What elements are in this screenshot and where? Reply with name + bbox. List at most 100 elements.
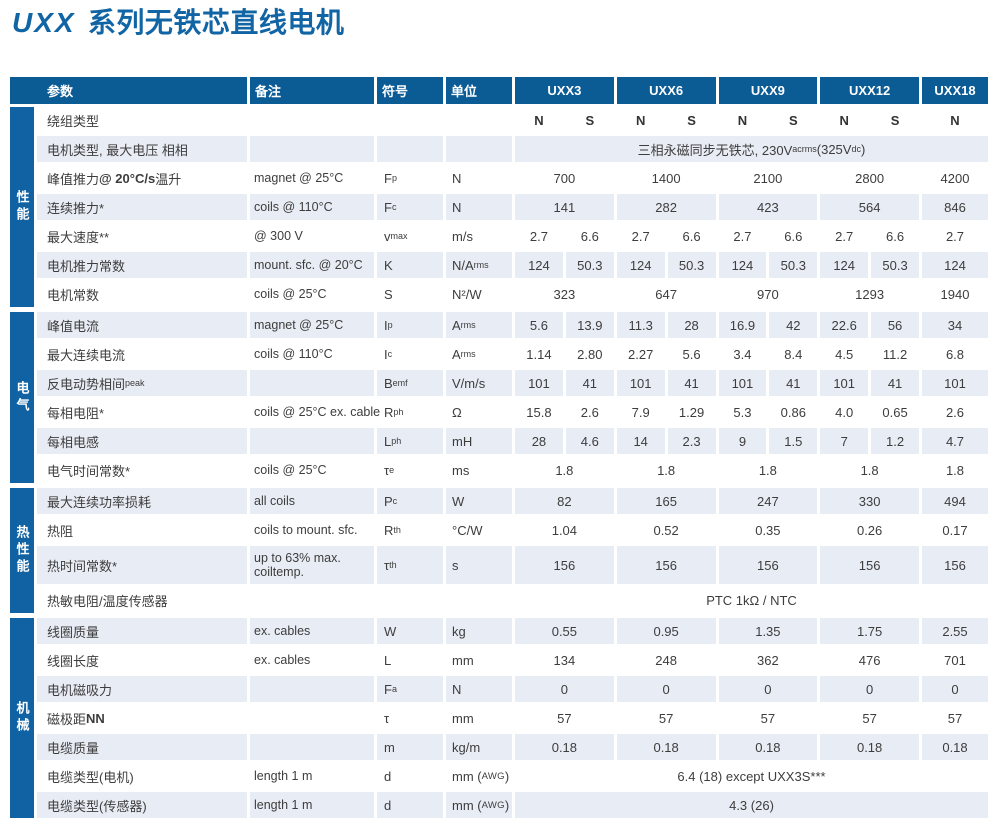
value-cell: 5.6 — [682, 346, 701, 362]
value-cell: 5.3 — [733, 404, 752, 420]
symbol-cell — [377, 587, 443, 613]
note-cell — [250, 587, 374, 613]
value-cell: 7.9 — [631, 404, 650, 420]
value-cell: 564 — [820, 194, 919, 220]
note-cell: coils @ 110°C — [254, 347, 333, 361]
value-cell: 156 — [718, 546, 818, 584]
note-cell — [250, 428, 374, 454]
unit-cell — [446, 136, 512, 162]
value-cell: 2.7 — [945, 228, 965, 244]
param-cell: 连续推力* — [37, 194, 247, 220]
value-cell: 22.6 — [820, 312, 869, 338]
note-cell: length 1 m — [254, 769, 313, 783]
value-cell: 362 — [757, 652, 779, 668]
table-row: 热敏电阻/温度传感器 PTC 1kΩ / NTC — [37, 587, 988, 613]
value-cell: 1940 — [940, 286, 970, 302]
symbol-cell: τ — [384, 710, 390, 726]
param-cell: 电缆类型(传感器) — [37, 792, 247, 818]
param-cell: 电缆质量 — [37, 734, 247, 760]
column-header-model-uxx3: UXX3 — [515, 77, 614, 104]
value-cell: 50.3 — [769, 252, 818, 278]
value-cell: 124 — [718, 252, 767, 278]
column-header-model-uxx9: UXX9 — [718, 77, 818, 104]
note-cell: coils @ 110°C — [250, 194, 374, 220]
unit-cell: m/s — [452, 228, 473, 244]
value-cell: 0.86 — [780, 404, 806, 420]
value-cell: 282 — [616, 194, 716, 220]
value-cell: 9 — [718, 428, 767, 454]
param-cell: 电机类型, 最大电压 相相 — [37, 136, 247, 162]
value-cell: 0.35 — [755, 522, 781, 538]
value-cell: 101 — [922, 370, 988, 396]
value-cell: 7 — [820, 428, 869, 454]
value-cell: 57 — [557, 710, 572, 726]
section-rows: 绕组类型 N S N S N S N S N 电机类型, 最大电压 相相 三相永磁同步无铁芯, 230… — [37, 107, 988, 307]
value-cell: 141 — [515, 194, 614, 220]
value-cell: 1.8 — [657, 462, 676, 478]
symbol-cell: W — [377, 618, 443, 644]
value-cell: 57 — [862, 710, 877, 726]
value-cell: N — [950, 112, 960, 128]
unit-cell: kg/m — [446, 734, 512, 760]
value-cell: 101 — [820, 370, 869, 396]
value-cell: 423 — [718, 194, 818, 220]
note-cell: mount. sfc. @ 20°C — [250, 252, 374, 278]
value-cell: 1293 — [855, 286, 885, 302]
value-cell: 82 — [515, 488, 614, 514]
value-cell: 41 — [871, 370, 919, 396]
section-performance: 性能 绕组类型 N S N S N S N S N 电机类型, 最大电压 相相 三相永磁同步无铁芯, 2… — [10, 107, 988, 307]
value-cell: PTC 1kΩ / NTC — [706, 592, 797, 608]
value-cell: 3.4 — [733, 346, 752, 362]
note-cell: @ 300 V — [254, 229, 303, 243]
value-cell: 41 — [769, 370, 818, 396]
value-cell: 50.3 — [871, 252, 919, 278]
value-cell: 846 — [922, 194, 988, 220]
value-cell: 0.95 — [616, 618, 716, 644]
symbol-cell: v max — [384, 228, 408, 244]
value-cell: 2.80 — [577, 346, 603, 362]
value-cell: 494 — [922, 488, 988, 514]
unit-cell: W — [446, 488, 512, 514]
value-cell: 0.17 — [942, 522, 968, 538]
value-cell: 11.3 — [616, 312, 665, 338]
value-cell: 0.65 — [882, 404, 908, 420]
value-cell: 0.18 — [820, 734, 919, 760]
unit-cell: N — [446, 194, 512, 220]
value-cell: 13.9 — [565, 312, 614, 338]
value-cell: 1.8 — [945, 462, 965, 478]
param-cell: 电缆类型(电机) — [47, 769, 134, 785]
param-cell: 线圈质量 — [37, 618, 247, 644]
param-cell: 电机推力常数 — [37, 252, 247, 278]
value-cell: 57 — [658, 710, 674, 726]
unit-cell: mm (AWG) — [452, 768, 510, 784]
value-cell: 41 — [667, 370, 716, 396]
series-name: UXX — [12, 7, 76, 38]
value-cell: 124 — [616, 252, 665, 278]
value-cell: 0.26 — [856, 522, 883, 538]
value-cell: 2100 — [753, 170, 783, 186]
table-row: 电机类型, 最大电压 相相 三相永磁同步无铁芯, 230V acrms (325V dc… — [37, 136, 988, 162]
unit-cell: mH — [446, 428, 512, 454]
section-label-mechanical: 机械 — [10, 618, 34, 818]
unit-cell: N — [446, 676, 512, 702]
value-cell: 0.52 — [653, 522, 679, 538]
value-cell: N — [839, 112, 849, 128]
table-row: 电缆质量 m kg/m 0.18 0.18 0.18 0.18 0.18 — [37, 734, 988, 760]
page-title: UXX 系列无铁芯直线电机 — [12, 7, 988, 39]
note-cell: coils @ 25°C — [254, 463, 327, 477]
value-cell: 2800 — [855, 170, 885, 186]
table-row: 电气时间常数* coils @ 25°C τ e ms 1.8 1.8 1.8 1.8 1.8 — [37, 457, 988, 483]
param-cell: 峰值推力 @ 20°C/s 温升 — [47, 170, 182, 187]
table-row: 电机推力常数 mount. sfc. @ 20°C K N/A rms 124 50.3 12… — [37, 252, 988, 278]
value-cell: 124 — [515, 252, 563, 278]
